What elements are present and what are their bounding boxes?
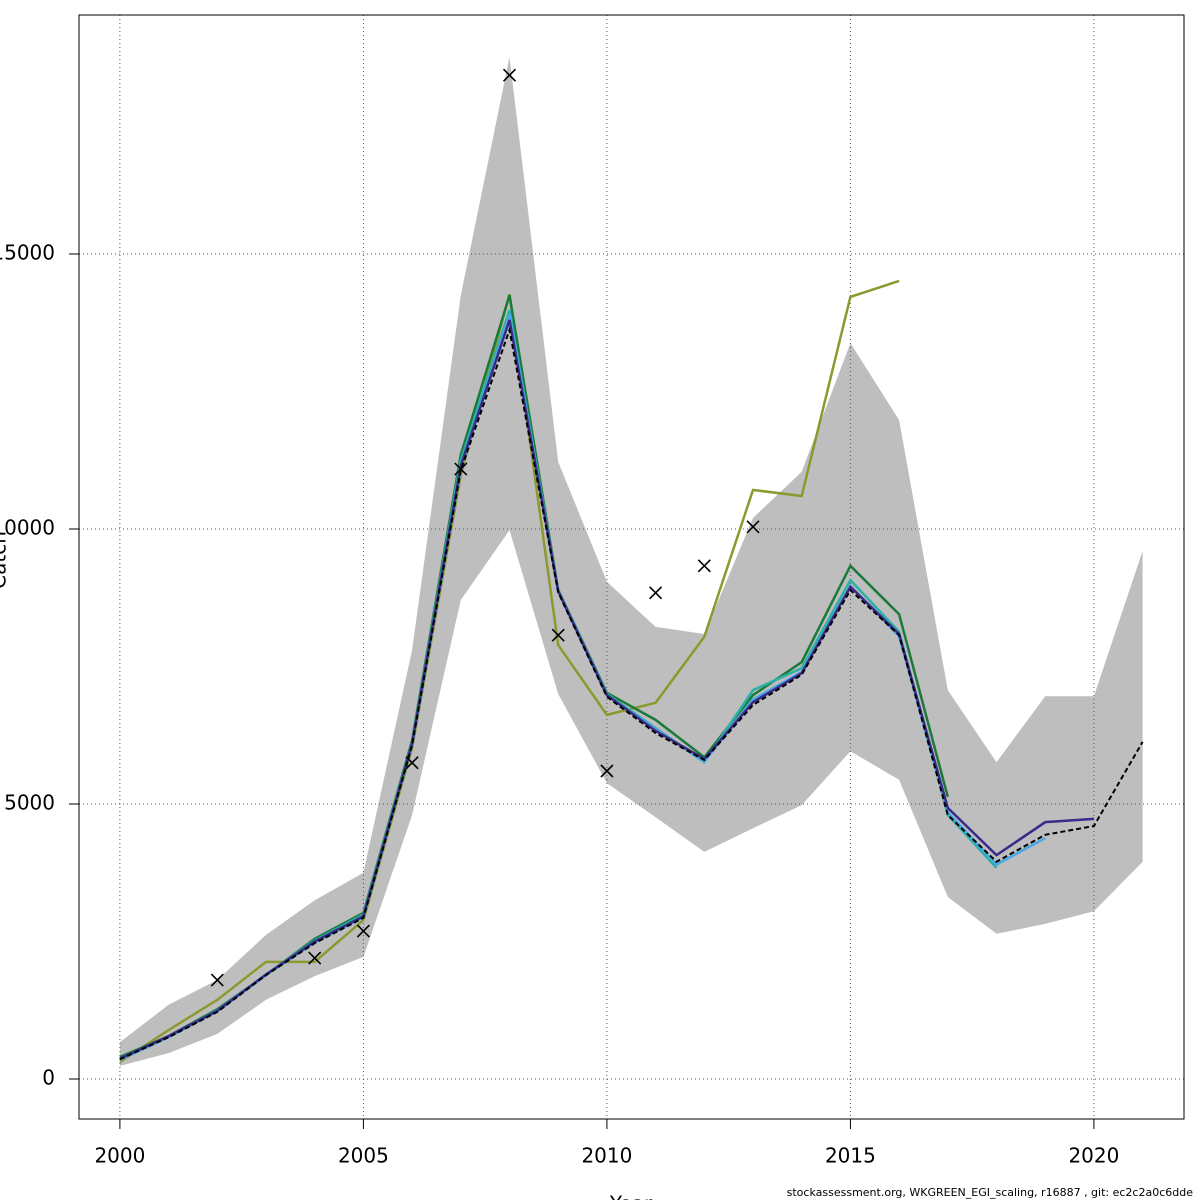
x-tick-label: 2000 [94,1144,145,1168]
observation-marker [551,628,565,642]
observation-marker [308,951,322,965]
series-line [119,279,900,1064]
x-tick-label: 2010 [581,1144,632,1168]
x-tick-label: 2015 [825,1144,876,1168]
observation-marker [405,756,419,770]
y-tick-label: 15000 [0,240,55,264]
y-tick-label: 5000 [4,791,55,815]
x-tick-label: 2020 [1068,1144,1119,1168]
series-line [119,319,1094,1060]
footer: stockassessment.org, WKGREEN_EGI_scaling… [787,1186,1194,1199]
observation-marker [746,520,760,534]
observation-marker [502,68,517,82]
y-tick-label: 0 [42,1066,55,1090]
observation-marker [697,559,711,573]
y-tick-label: 10000 [0,515,55,539]
y-axis-label: Catch [0,531,11,589]
observation-marker [454,462,468,476]
observation-marker [600,764,614,778]
observation-marker [356,924,370,938]
observation-marker [649,586,663,600]
plot-frame [78,14,1185,1120]
x-axis-label: Year [609,1192,653,1200]
x-tick-label: 2005 [338,1144,389,1168]
confidence-band [119,57,1143,1066]
observation-marker [210,973,224,987]
